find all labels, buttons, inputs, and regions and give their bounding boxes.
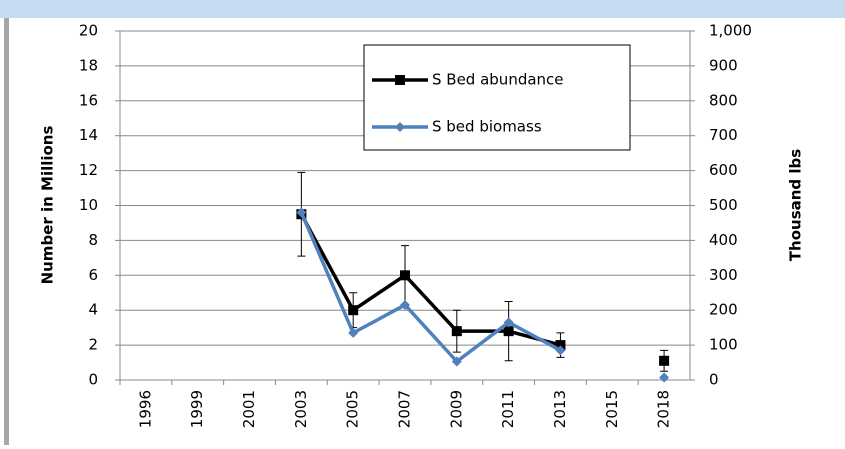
y-axis-title: Number in Millions: [39, 126, 57, 285]
marker: [503, 317, 514, 328]
marker: [400, 299, 410, 310]
y2-tick-label: 900: [709, 56, 738, 74]
x-tick-label: 2005: [344, 390, 362, 428]
x-tick-label: 2001: [240, 390, 258, 428]
y-tick-label: 16: [79, 91, 98, 109]
x-tick-label: 2011: [499, 390, 517, 428]
marker: [296, 207, 307, 218]
y2-tick-label: 700: [709, 126, 738, 144]
x-tick-label: 2009: [447, 390, 465, 428]
marker: [659, 355, 670, 366]
x-tick-label: 2015: [603, 390, 621, 428]
y-tick-label: 20: [79, 22, 98, 40]
marker: [555, 340, 566, 351]
y-tick-label: 18: [79, 56, 98, 74]
legend-box: [363, 44, 631, 151]
marker: [348, 327, 359, 338]
series-line: [301, 214, 664, 361]
marker: [348, 305, 359, 316]
y-tick-label: 6: [88, 266, 98, 284]
y2-tick-label: 200: [709, 301, 738, 319]
y2-tick-label: 1,000: [709, 22, 752, 40]
marker: [451, 326, 462, 337]
top-strip: [0, 0, 845, 18]
y-tick-label: 12: [79, 161, 98, 179]
y-tick-label: 8: [88, 231, 98, 249]
marker: [659, 372, 670, 383]
y2-tick-label: 0: [709, 371, 719, 389]
x-tick-label: 2003: [292, 390, 310, 428]
y2-tick-label: 400: [709, 231, 738, 249]
marker: [555, 345, 566, 356]
legend-label: S Bed abundance: [432, 71, 564, 89]
legend-marker: [395, 75, 405, 85]
y2-tick-label: 300: [709, 266, 738, 284]
y2-tick-label: 100: [709, 336, 738, 354]
y-tick-label: 0: [88, 371, 98, 389]
y-tick-label: 4: [88, 301, 98, 319]
marker: [503, 326, 514, 337]
x-tick-label: 2013: [551, 390, 569, 428]
y-tick-label: 10: [79, 196, 98, 214]
x-tick-label: 2007: [396, 390, 414, 428]
x-tick-label: 1999: [188, 390, 206, 428]
series-line: [301, 212, 664, 377]
x-tick-label: 2018: [655, 390, 673, 428]
y2-axis-title: Thousand lbs: [787, 149, 805, 261]
marker: [451, 356, 462, 367]
marker: [400, 270, 410, 281]
y2-tick-label: 500: [709, 196, 738, 214]
left-border: [4, 18, 9, 445]
y2-tick-label: 600: [709, 161, 738, 179]
x-tick-label: 1996: [136, 390, 154, 428]
y-tick-label: 14: [79, 126, 98, 144]
y-tick-label: 2: [88, 336, 98, 354]
legend-marker: [395, 122, 405, 132]
y2-tick-label: 800: [709, 91, 738, 109]
legend-label: S bed biomass: [432, 118, 542, 136]
